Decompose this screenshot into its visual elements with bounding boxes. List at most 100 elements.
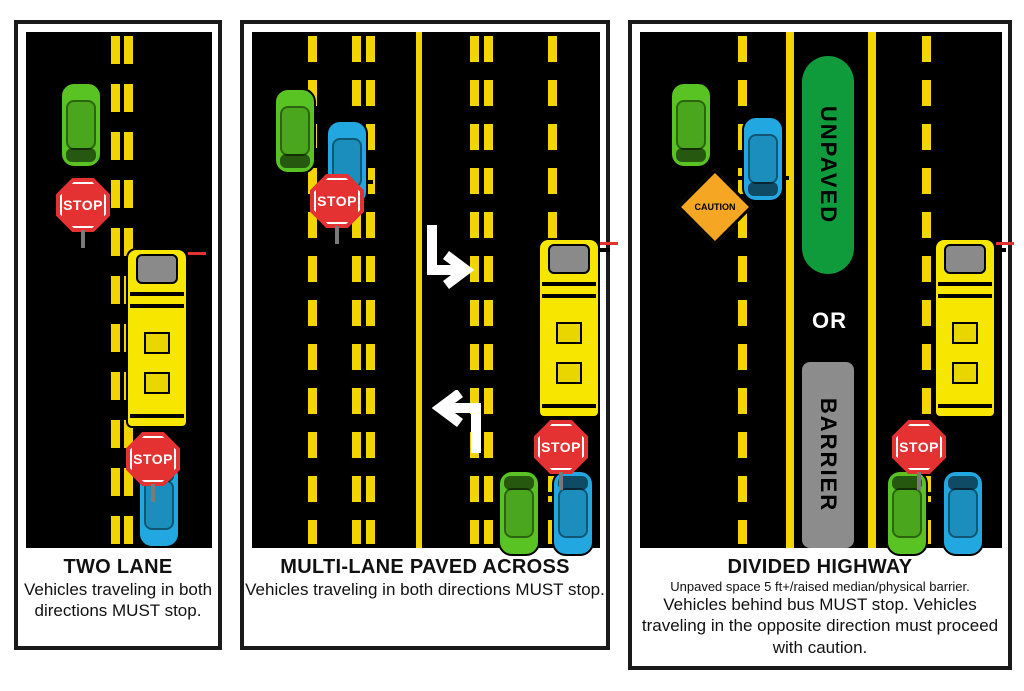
panel-caption: TWO LANEVehicles traveling in both direc…: [18, 556, 218, 622]
lane-dash: [366, 432, 375, 458]
stop-sign-label: STOP: [63, 197, 103, 213]
school-bus: [126, 248, 188, 428]
lane-dash: [308, 520, 317, 544]
median-barrier: BARRIER: [802, 362, 854, 548]
car-green: [886, 470, 928, 556]
lane-dash: [484, 300, 493, 326]
lane-dash: [548, 36, 557, 62]
road: UNPAVEDBARRIERORCAUTIONSTOP: [640, 32, 1002, 548]
lane-dash: [366, 80, 375, 106]
lane-dash: [111, 36, 120, 64]
stop-sign-label: STOP: [317, 193, 357, 209]
lane-dash: [308, 36, 317, 62]
lane-dash: [352, 36, 361, 62]
road: STOP STOP: [26, 32, 212, 548]
lane-dash: [308, 388, 317, 414]
panel-subtitle: Vehicles traveling in both directions MU…: [18, 579, 218, 622]
lane-dash: [111, 516, 120, 544]
lane-dash: [470, 520, 479, 544]
lane-dash: [738, 300, 747, 326]
lane-dash: [366, 300, 375, 326]
lane-dash: [922, 36, 931, 62]
lane-dash: [111, 468, 120, 496]
lane-dash: [111, 132, 120, 160]
lane-dash: [352, 388, 361, 414]
car-blue: [942, 470, 984, 556]
stop-sign-label: STOP: [899, 439, 939, 455]
lane-dash: [366, 212, 375, 238]
caution-sign: CAUTION: [688, 180, 742, 234]
turn-arrow-icon: [422, 390, 486, 465]
lane-dash: [124, 516, 133, 544]
lane-dash: [111, 228, 120, 256]
lane-dash: [484, 168, 493, 194]
lane-dash: [352, 300, 361, 326]
lane-dash: [111, 276, 120, 304]
lane-dash: [738, 256, 747, 282]
stop-sign: STOP: [126, 432, 180, 486]
lane-dash: [352, 256, 361, 282]
panel-title: MULTI-LANE PAVED ACROSS: [244, 556, 606, 579]
lane-dash: [470, 476, 479, 502]
lane-dash: [484, 36, 493, 62]
panel-title: DIVIDED HIGHWAY: [632, 556, 1008, 579]
lane-dash: [548, 168, 557, 194]
school-bus: [934, 238, 996, 418]
lane-dash: [548, 124, 557, 150]
panel2: STOP STOP MULTI-LANE PAVED ACROSSVehicles …: [240, 20, 610, 650]
lane-dash: [111, 420, 120, 448]
turn-arrow-icon: [422, 220, 486, 295]
lane-dash: [922, 212, 931, 238]
stop-sign: STOP: [56, 178, 110, 232]
lane-dash: [470, 80, 479, 106]
lane-dash: [470, 124, 479, 150]
lane-dash: [308, 256, 317, 282]
lane-dash: [124, 180, 133, 208]
lane-dash: [922, 344, 931, 370]
car-green: [498, 470, 540, 556]
lane-dash: [352, 80, 361, 106]
lane-dash: [366, 476, 375, 502]
lane-dash: [352, 432, 361, 458]
lane-dash: [922, 80, 931, 106]
lane-dash: [111, 372, 120, 400]
car-green: [60, 82, 102, 168]
lane-dash: [548, 212, 557, 238]
lane-dash: [738, 344, 747, 370]
panel-subtitle: Vehicles behind bus MUST stop. Vehicles …: [632, 594, 1008, 658]
lane-dash: [124, 36, 133, 64]
stop-sign: STOP: [310, 174, 364, 228]
school-bus: [538, 238, 600, 418]
stop-sign: STOP: [534, 420, 588, 474]
panel-subnote: Unpaved space 5 ft+/raised median/physic…: [632, 579, 1008, 594]
lane-dash: [484, 124, 493, 150]
lane-dash: [470, 300, 479, 326]
lane-dash: [366, 388, 375, 414]
lane-dash: [124, 132, 133, 160]
stop-sign-label: STOP: [133, 451, 173, 467]
road: STOP STOP: [252, 32, 600, 548]
lane-dash: [352, 476, 361, 502]
lane-dash: [308, 300, 317, 326]
lane-dash: [484, 344, 493, 370]
lane-dash: [308, 432, 317, 458]
lane-dash: [308, 344, 317, 370]
panel-caption: MULTI-LANE PAVED ACROSSVehicles travelin…: [244, 556, 606, 600]
lane-dash: [111, 180, 120, 208]
lane-dash: [738, 520, 747, 544]
lane-dash: [366, 344, 375, 370]
panel-title: TWO LANE: [18, 556, 218, 579]
lane-dash: [366, 36, 375, 62]
caution-sign-label: CAUTION: [688, 180, 742, 234]
panel-caption: DIVIDED HIGHWAYUnpaved space 5 ft+/raise…: [632, 556, 1008, 658]
lane-dash: [548, 80, 557, 106]
lane-dash: [738, 388, 747, 414]
lane-dash: [738, 36, 747, 62]
lane-dash: [308, 476, 317, 502]
stop-sign: STOP: [892, 420, 946, 474]
lane-dash: [484, 80, 493, 106]
car-blue: [742, 116, 784, 202]
lane-dash: [470, 168, 479, 194]
lane-dash: [922, 256, 931, 282]
lane-dash: [484, 520, 493, 544]
